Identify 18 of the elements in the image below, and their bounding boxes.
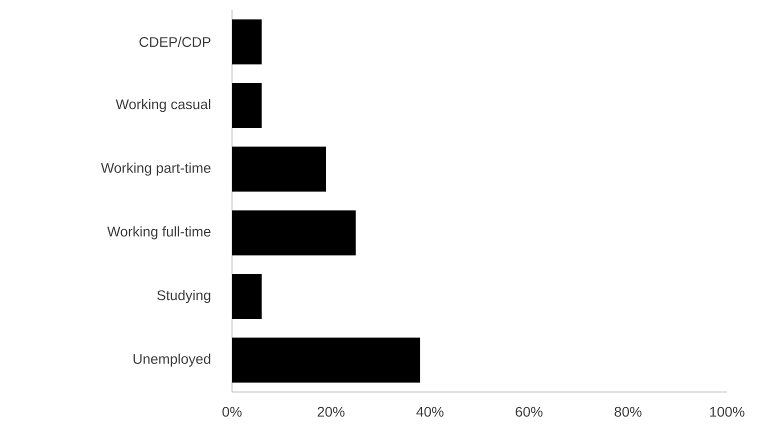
y-tick-label: Working part-time (100, 162, 211, 176)
y-tick-label: CDEP/CDP (140, 36, 210, 47)
x-tick-label: 100% (710, 406, 744, 417)
bar (232, 82, 262, 128)
x-tick-label: 60% (516, 406, 543, 417)
bar (232, 274, 262, 319)
x-tick-label: 40% (416, 406, 444, 417)
x-tick-label: 20% (318, 406, 345, 417)
bar (232, 338, 420, 383)
bar (232, 19, 262, 64)
y-tick-label: Working full-time (107, 226, 211, 240)
y-tick-label: Unemployed (134, 354, 210, 367)
y-tick-label: Studying (157, 290, 210, 304)
y-tick-label: Working casual (116, 98, 210, 112)
x-tick-label: 80% (614, 406, 642, 417)
x-tick-label: 0% (222, 406, 242, 417)
bar (232, 210, 356, 256)
bar (232, 146, 326, 192)
